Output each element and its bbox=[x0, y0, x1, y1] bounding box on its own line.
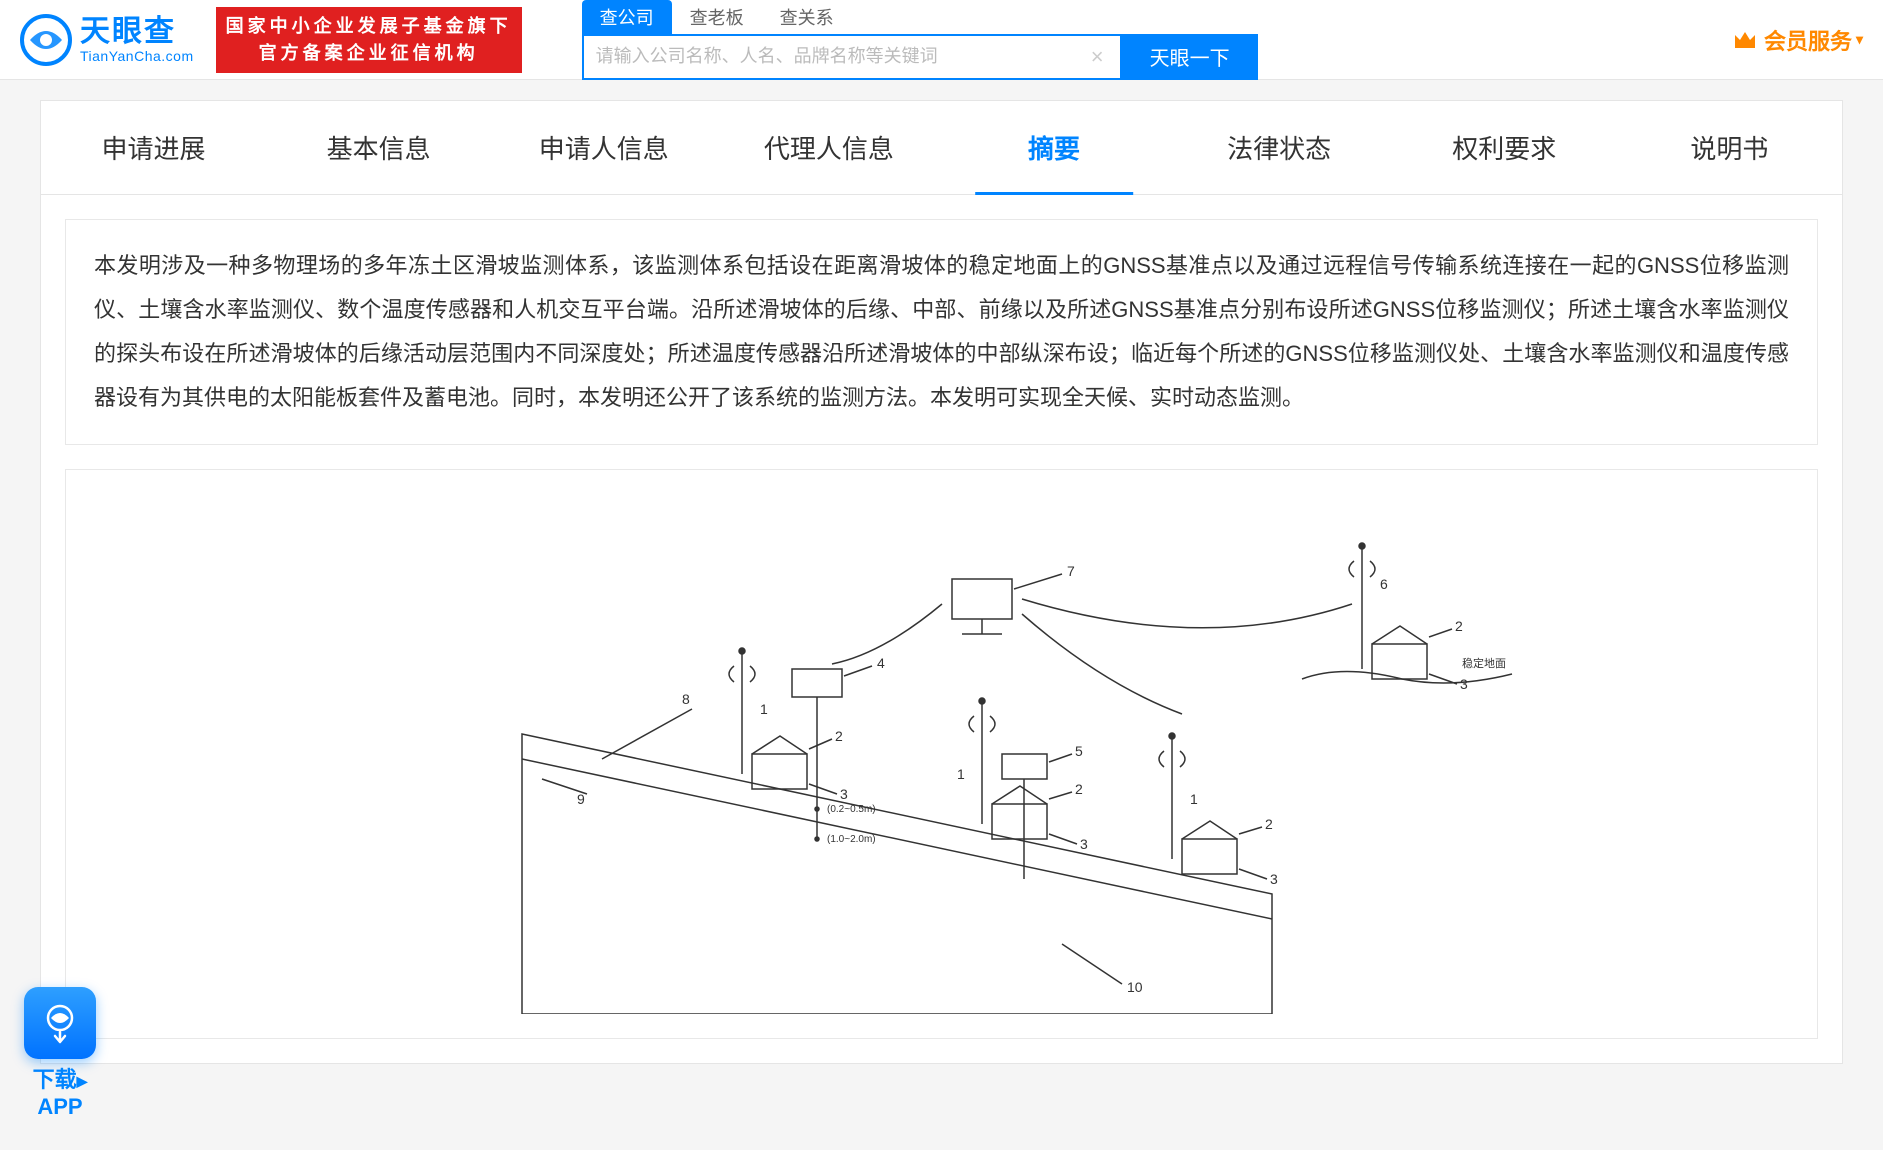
tab-abstract[interactable]: 摘要 bbox=[942, 101, 1167, 194]
search-area: 查公司 查老板 查关系 × 天眼一下 bbox=[582, 0, 1258, 80]
diagram-label-8: 8 bbox=[682, 691, 690, 707]
vip-link[interactable]: 会员服务 ▾ bbox=[1732, 24, 1863, 56]
search-tab-boss[interactable]: 查老板 bbox=[672, 0, 762, 34]
diagram-label-9: 9 bbox=[577, 791, 585, 807]
chevron-down-icon: ▾ bbox=[1856, 31, 1863, 48]
diagram-label-3a: 3 bbox=[840, 786, 848, 802]
diagram-label-2c: 2 bbox=[1265, 816, 1273, 832]
diagram-label-1c: 1 bbox=[1190, 791, 1198, 807]
search-box: × 天眼一下 bbox=[582, 34, 1258, 80]
diagram-label-5: 5 bbox=[1075, 743, 1083, 759]
badge-line2: 官方备案企业征信机构 bbox=[226, 40, 512, 67]
search-tabs: 查公司 查老板 查关系 bbox=[582, 0, 1258, 34]
diagram-label-2b: 2 bbox=[1075, 781, 1083, 797]
clear-icon[interactable]: × bbox=[1087, 44, 1108, 70]
diagram-label-2a: 2 bbox=[835, 728, 843, 744]
diagram-depth2: (1.0~2.0m) bbox=[827, 834, 876, 845]
diagram-depth1: (0.2~0.5m) bbox=[827, 804, 876, 815]
logo-subtitle: TianYanCha.com bbox=[80, 48, 194, 64]
diagram-label-2d: 2 bbox=[1455, 618, 1463, 634]
search-tab-company[interactable]: 查公司 bbox=[582, 0, 672, 34]
diagram-label-3c: 3 bbox=[1270, 871, 1278, 887]
download-line2: APP bbox=[37, 1094, 82, 1119]
app-icon bbox=[24, 987, 96, 1059]
patent-diagram: 8 9 10 7 bbox=[342, 494, 1542, 1014]
diagram-label-1a: 1 bbox=[760, 701, 768, 717]
play-icon: ▶ bbox=[77, 1073, 88, 1089]
badge-line1: 国家中小企业发展子基金旗下 bbox=[226, 13, 512, 40]
diagram-label-4: 4 bbox=[877, 655, 885, 671]
logo[interactable]: 天眼查 TianYanCha.com bbox=[20, 14, 194, 66]
tab-legal[interactable]: 法律状态 bbox=[1167, 101, 1392, 194]
logo-title: 天眼查 bbox=[80, 15, 194, 48]
abstract-text: 本发明涉及一种多物理场的多年冻土区滑坡监测体系，该监测体系包括设在距离滑坡体的稳… bbox=[65, 219, 1818, 445]
search-input[interactable] bbox=[596, 46, 1087, 67]
tab-progress[interactable]: 申请进展 bbox=[41, 101, 266, 194]
tab-applicant[interactable]: 申请人信息 bbox=[491, 101, 716, 194]
official-badge: 国家中小企业发展子基金旗下 官方备案企业征信机构 bbox=[216, 7, 522, 73]
tab-claims[interactable]: 权利要求 bbox=[1392, 101, 1617, 194]
diagram-stable-ground: 稳定地面 bbox=[1462, 656, 1506, 670]
tab-basic-info[interactable]: 基本信息 bbox=[266, 101, 491, 194]
download-app-text: 下载▶ APP bbox=[33, 1067, 88, 1120]
diagram-label-3d: 3 bbox=[1460, 676, 1468, 692]
diagram-label-3b: 3 bbox=[1080, 836, 1088, 852]
vip-label: 会员服务 bbox=[1764, 24, 1852, 56]
diagram-label-1b: 1 bbox=[957, 766, 965, 782]
diagram-label-10: 10 bbox=[1127, 979, 1143, 995]
search-input-wrap: × bbox=[582, 34, 1122, 80]
diagram-container: 8 9 10 7 bbox=[65, 469, 1818, 1039]
logo-text: 天眼查 TianYanCha.com bbox=[80, 15, 194, 64]
nav-tabs: 申请进展 基本信息 申请人信息 代理人信息 摘要 法律状态 权利要求 说明书 bbox=[41, 101, 1842, 195]
diagram-label-7: 7 bbox=[1067, 563, 1075, 579]
download-app-float[interactable]: 下载▶ APP bbox=[20, 987, 100, 1120]
search-button[interactable]: 天眼一下 bbox=[1122, 34, 1258, 80]
content: 申请进展 基本信息 申请人信息 代理人信息 摘要 法律状态 权利要求 说明书 本… bbox=[40, 100, 1843, 1064]
diagram-label-6: 6 bbox=[1380, 576, 1388, 592]
tab-agent[interactable]: 代理人信息 bbox=[716, 101, 941, 194]
search-tab-relation[interactable]: 查关系 bbox=[762, 0, 852, 34]
download-line1: 下载 bbox=[33, 1067, 77, 1092]
header: 天眼查 TianYanCha.com 国家中小企业发展子基金旗下 官方备案企业征… bbox=[0, 0, 1883, 80]
crown-icon bbox=[1732, 27, 1758, 53]
tab-specification[interactable]: 说明书 bbox=[1617, 101, 1842, 194]
logo-icon bbox=[20, 14, 72, 66]
